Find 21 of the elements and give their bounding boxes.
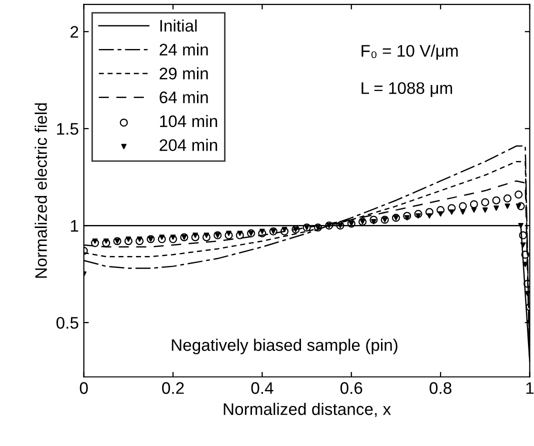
y-tick-label: 1 (70, 220, 78, 232)
x-tick-label: 0.6 (340, 382, 362, 394)
y-tick-label: 0.5 (56, 316, 78, 329)
annotation: F₀ = 10 V/μm (362, 44, 458, 60)
legend-label: Initial (160, 19, 197, 32)
x-tick-label: 0.2 (162, 382, 184, 394)
y-axis-title: Normalized electric field (34, 103, 47, 278)
legend-label: 24 min (160, 43, 208, 56)
x-tick-label: 1 (526, 382, 534, 394)
annotation: L = 1088 μm (362, 82, 452, 98)
legend-label: 29 min (160, 67, 208, 80)
legend-label: 204 min (160, 138, 218, 152)
x-tick-label: 0.8 (430, 382, 452, 394)
x-tick-label: 0.4 (251, 382, 274, 394)
legend-label: 64 min (160, 91, 208, 104)
x-tick-label: 0 (80, 382, 88, 394)
annotation: Negatively biased sample (pin) (172, 338, 398, 354)
y-tick-label: 1.5 (57, 123, 78, 135)
y-tick-label: 2 (70, 26, 78, 38)
legend-label: 104 min (160, 114, 218, 128)
x-axis-title: Normalized distance, x (224, 402, 391, 418)
